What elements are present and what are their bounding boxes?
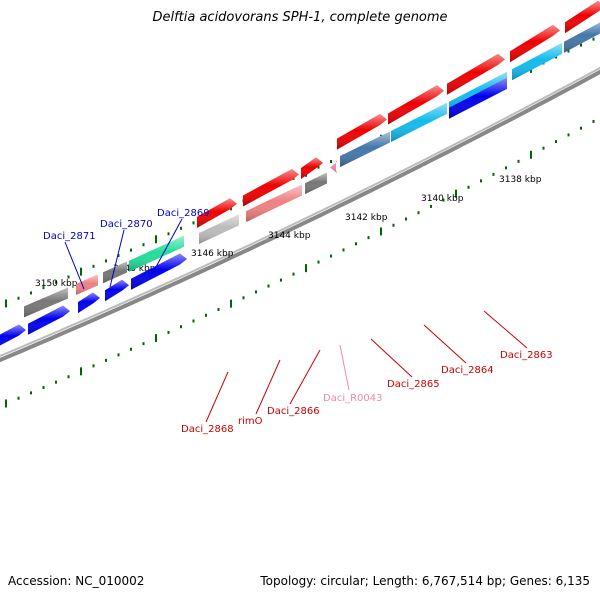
reverse-gene-arrow[interactable] [28, 305, 70, 335]
label-leader-line [289, 349, 321, 405]
gene-block[interactable] [76, 274, 98, 295]
gene-block[interactable] [129, 235, 184, 272]
gene-block[interactable] [391, 102, 447, 142]
forward-gene-arrow[interactable] [197, 198, 237, 228]
reverse-gene-arrow[interactable] [0, 324, 26, 351]
backbone-rail [0, 69, 600, 363]
label-leader-line [423, 324, 467, 364]
gene-label-daci_2871[interactable]: Daci_2871 [43, 231, 96, 242]
forward-gene-arrow[interactable] [388, 85, 444, 125]
scale-tick-label: 3144 kbp [268, 231, 311, 241]
scale-tick-label: 3150 kbp [35, 279, 78, 289]
reverse-gene-block[interactable] [449, 77, 507, 119]
scale-tick-label: 3140 kbp [421, 194, 464, 204]
label-leader-line [255, 359, 281, 415]
genome-backbone [0, 66, 600, 363]
gene-block[interactable] [199, 214, 239, 244]
gene-label-daci_2868[interactable]: Daci_2868 [181, 424, 234, 435]
rna-gene-arrow[interactable] [330, 159, 337, 173]
forward-gene-arrow[interactable] [565, 0, 600, 34]
forward-gene-arrow[interactable] [510, 24, 560, 63]
gene-label-daci_2866[interactable]: Daci_2866 [267, 406, 320, 417]
gene-block[interactable] [340, 131, 390, 168]
forward-gene-arrow[interactable] [301, 157, 323, 179]
forward-gene-arrow[interactable] [337, 114, 387, 150]
gene-label-daci_2864[interactable]: Daci_2864 [441, 365, 494, 376]
map-title: Delftia acidovorans SPH-1, complete geno… [152, 10, 448, 25]
gene-block[interactable] [512, 42, 562, 81]
label-leader-line [483, 310, 528, 349]
gene-block[interactable] [246, 184, 302, 223]
scale-tick-label: 3142 kbp [345, 213, 388, 223]
gene-label-daci_2870[interactable]: Daci_2870 [100, 219, 153, 230]
accession-text: Accession: NC_010002 [8, 574, 145, 588]
gene-block[interactable] [305, 172, 327, 195]
label-leader-line [205, 371, 229, 423]
gene-labels: Daci_2871 Daci_2870 Daci_2869 Daci_2868 rimO… [43, 208, 553, 435]
label-leader-line [149, 218, 183, 279]
gene-label-daci_r0043[interactable]: Daci_R0043 [323, 393, 383, 404]
genome-summary: Topology: circular; Length: 6,767,514 bp… [260, 574, 590, 588]
gene-label-daci_2863[interactable]: Daci_2863 [500, 350, 553, 361]
scale-tick-label: 3138 kbp [499, 175, 542, 185]
forward-gene-arrow[interactable] [243, 169, 299, 207]
gene-label-daci_2869[interactable]: Daci_2869 [157, 208, 210, 219]
reverse-gene-arrow[interactable] [131, 253, 187, 290]
gene-features [0, 0, 600, 351]
label-leader-line [109, 229, 125, 288]
reverse-gene-arrow[interactable] [78, 292, 100, 314]
reverse-gene-arrow[interactable] [105, 279, 129, 302]
gene-block[interactable] [103, 261, 127, 284]
gene-label-rimo[interactable]: rimO [238, 416, 263, 427]
label-leader-line [64, 241, 85, 290]
label-leader-line [370, 338, 413, 378]
backbone-rail [0, 66, 600, 358]
forward-gene-arrow[interactable] [447, 53, 505, 95]
gene-block[interactable] [24, 287, 68, 318]
label-leader-line [339, 344, 350, 391]
gene-label-daci_2865[interactable]: Daci_2865 [387, 379, 440, 390]
scale-tick-label: 3146 kbp [191, 249, 234, 259]
gene-block[interactable] [564, 20, 600, 53]
